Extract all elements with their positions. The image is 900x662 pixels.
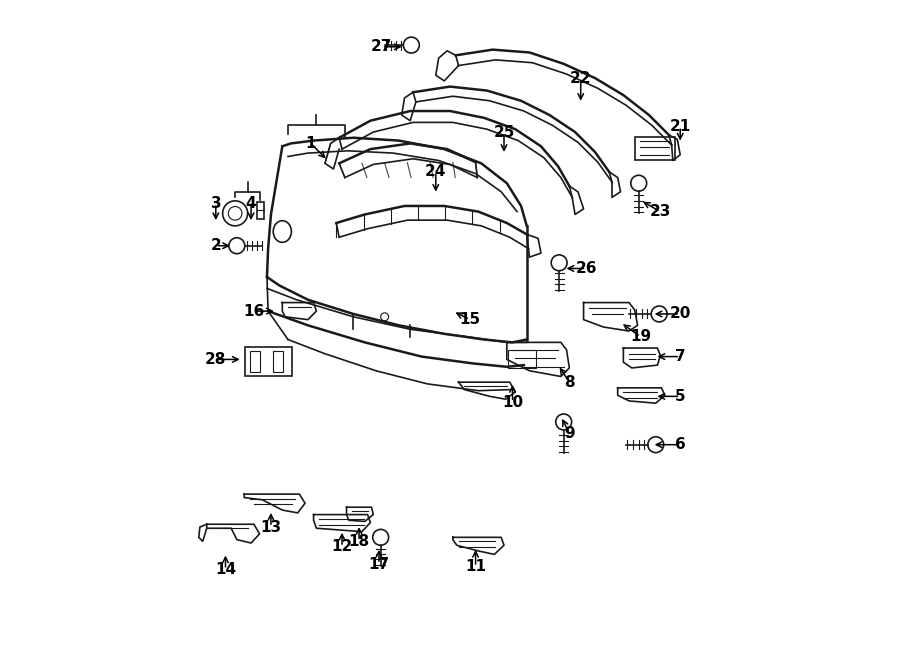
Text: 24: 24 xyxy=(425,164,446,179)
Bar xyxy=(273,351,283,373)
Text: 6: 6 xyxy=(675,437,686,452)
Bar xyxy=(634,136,674,160)
Text: 11: 11 xyxy=(465,559,486,575)
Text: 3: 3 xyxy=(211,195,221,211)
Text: 9: 9 xyxy=(564,426,575,441)
Text: 12: 12 xyxy=(331,540,353,555)
Text: 4: 4 xyxy=(246,195,256,211)
Text: 20: 20 xyxy=(670,307,691,322)
Bar xyxy=(250,351,260,373)
Text: 18: 18 xyxy=(348,534,370,549)
Bar xyxy=(256,202,264,219)
Text: 17: 17 xyxy=(368,557,390,571)
Text: 25: 25 xyxy=(493,124,515,140)
Text: 22: 22 xyxy=(570,71,591,85)
Bar xyxy=(508,350,536,368)
Text: 1: 1 xyxy=(305,136,316,151)
Text: 7: 7 xyxy=(675,349,686,364)
Text: 2: 2 xyxy=(211,238,221,254)
Text: 23: 23 xyxy=(650,204,671,219)
Text: 16: 16 xyxy=(243,304,265,318)
Text: 8: 8 xyxy=(564,375,575,390)
Text: 21: 21 xyxy=(670,119,691,134)
Text: 5: 5 xyxy=(675,389,686,404)
Text: 14: 14 xyxy=(215,562,236,577)
Text: 13: 13 xyxy=(260,520,282,535)
Text: 27: 27 xyxy=(371,39,392,54)
Text: 19: 19 xyxy=(630,329,651,344)
Bar xyxy=(246,347,292,377)
Text: 10: 10 xyxy=(502,395,523,410)
Text: 28: 28 xyxy=(205,352,227,367)
Text: 15: 15 xyxy=(459,312,481,327)
Text: 26: 26 xyxy=(576,261,598,276)
